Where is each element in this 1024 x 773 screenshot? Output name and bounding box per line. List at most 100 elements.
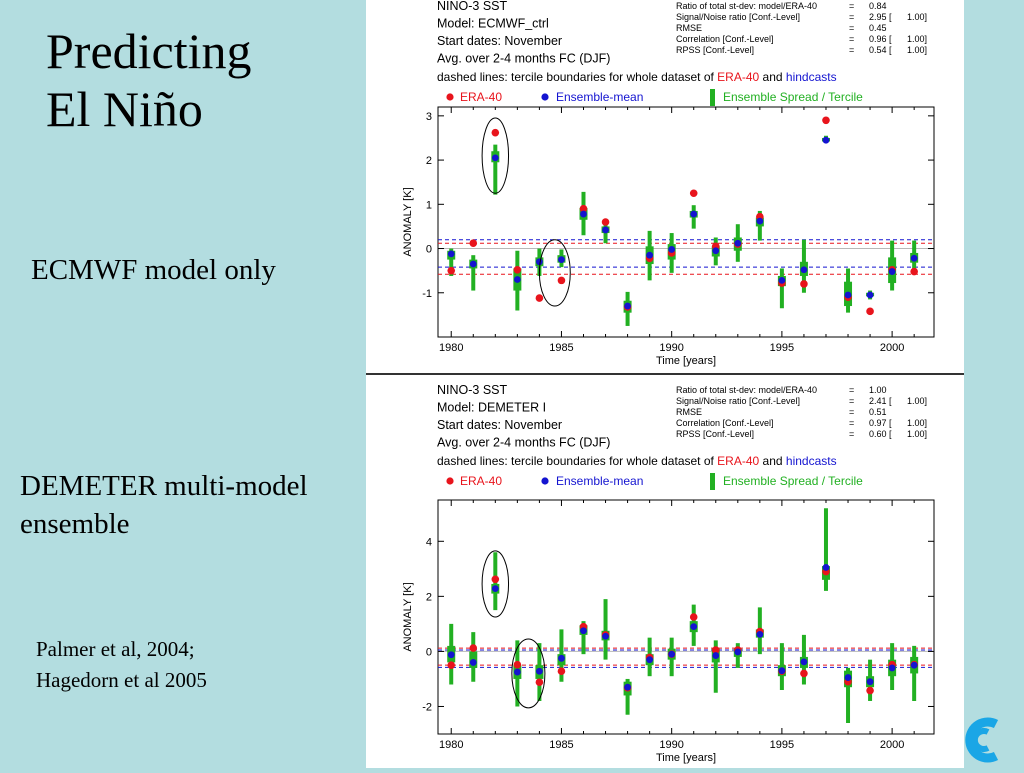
- legend-mean-marker: [541, 93, 549, 101]
- stat-value: 0.96 [: [869, 34, 892, 44]
- ensemble-mean-point: [580, 210, 587, 218]
- x-tick-label: 2000: [880, 739, 904, 751]
- legend-spread-label: Ensemble Spread / Tercile: [723, 474, 863, 488]
- dashed-lines-note: dashed lines: tercile boundaries for who…: [437, 454, 837, 468]
- era40-point: [491, 575, 500, 584]
- era40-point: [447, 266, 456, 275]
- chart-header-line: NINO-3 SST: [437, 0, 508, 13]
- ensemble-mean-point: [734, 648, 742, 656]
- ensemble-mean-point: [602, 226, 609, 234]
- era40-point: [800, 669, 808, 678]
- dashed-lines-note: dashed lines: tercile boundaries for who…: [437, 70, 837, 84]
- y-tick-label: 4: [426, 536, 432, 548]
- stat-value: 0.60 [: [869, 429, 892, 439]
- slide-title: Predicting El Niño: [46, 22, 252, 138]
- ensemble-mean-point: [778, 276, 786, 284]
- ensemble-mean-point: [491, 154, 499, 162]
- y-tick-label: -2: [422, 701, 432, 713]
- stat-label: RMSE: [676, 23, 702, 33]
- era40-point: [822, 116, 830, 125]
- ensemble-mean-point: [800, 658, 808, 666]
- era40-point: [557, 667, 566, 676]
- ensemble-mean-point: [447, 651, 455, 659]
- stat-conf-level: 1.00]: [907, 429, 927, 439]
- x-tick-label: 1980: [439, 739, 463, 751]
- stat-equals: =: [849, 429, 854, 439]
- ensemble-mean-point: [844, 291, 852, 299]
- era40-point: [711, 646, 720, 654]
- stat-label: RMSE: [676, 407, 702, 417]
- ensemble-mean-point: [690, 210, 698, 218]
- legend-era40-marker: [446, 93, 454, 101]
- stat-value: 0.51: [869, 407, 887, 417]
- ensemble-mean-point: [756, 217, 764, 225]
- ensemble-mean-point: [910, 661, 918, 669]
- stat-conf-level: 1.00]: [907, 34, 927, 44]
- chart-panel-ecmwf: NINO-3 SST Model: ECMWF_ctrl Start dates: …: [366, 0, 964, 375]
- stat-conf-level: 1.00]: [907, 45, 927, 55]
- stat-label: Correlation [Conf.-Level]: [676, 418, 774, 428]
- chart-header-line: Model: DEMETER I: [437, 401, 546, 415]
- stat-label: Correlation [Conf.-Level]: [676, 34, 774, 44]
- ensemble-mean-point: [888, 268, 896, 275]
- ecmwf-logo: [958, 712, 1000, 773]
- stat-equals: =: [849, 418, 854, 428]
- caption-demeter-line-2: ensemble: [20, 508, 130, 540]
- caption-demeter-line-1: DEMETER multi-model: [20, 470, 308, 502]
- x-axis-label: Time [years]: [656, 355, 716, 367]
- stat-conf-level: 1.00]: [907, 418, 927, 428]
- x-tick-label: 1990: [659, 342, 683, 354]
- x-tick-label: 1980: [439, 342, 463, 354]
- era40-point: [535, 294, 544, 302]
- y-tick-label: 0: [426, 244, 432, 256]
- era40-point: [579, 204, 588, 213]
- ensemble-mean-point: [668, 650, 676, 658]
- stat-label: Signal/Noise ratio [Conf.-Level]: [676, 12, 800, 22]
- era40-point: [469, 239, 478, 248]
- stat-conf-level: 1.00]: [907, 396, 927, 406]
- era40-point: [800, 280, 808, 288]
- highlight-ellipse: [481, 550, 510, 618]
- slide-title-line-2: El Niño: [46, 81, 203, 137]
- legend-spread-label: Ensemble Spread / Tercile: [723, 90, 863, 104]
- stat-equals: =: [849, 23, 854, 33]
- y-tick-label: 2: [426, 591, 432, 603]
- chart-panel-demeter: NINO-3 SST Model: DEMETER I Start dates: N…: [366, 375, 964, 768]
- era40-point: [535, 678, 544, 687]
- y-tick-label: 1: [426, 199, 432, 211]
- ensemble-mean-point: [690, 623, 698, 631]
- caption-ecmwf: ECMWF model only: [31, 254, 276, 286]
- reference-line-2: Hagedorn et al 2005: [36, 668, 207, 692]
- x-tick-label: 1990: [659, 739, 683, 751]
- ensemble-mean-point: [558, 256, 565, 263]
- legend-era40-label: ERA-40: [460, 474, 502, 488]
- y-tick-label: 0: [426, 646, 432, 658]
- plot-frame: [437, 499, 935, 735]
- era40-point: [910, 267, 918, 276]
- chart-demeter: NINO-3 SST Model: DEMETER I Start dates: N…: [402, 383, 935, 764]
- chart-header-line: Start dates: November: [437, 34, 562, 48]
- ensemble-mean-point: [646, 251, 654, 259]
- ensemble-mean-point: [602, 632, 609, 640]
- ensemble-mean-point: [844, 674, 852, 681]
- ensemble-mean-point: [778, 667, 786, 675]
- ensemble-mean-point: [580, 627, 587, 635]
- chart-ecmwf: NINO-3 SST Model: ECMWF_ctrl Start dates: …: [402, 0, 935, 367]
- era40-point: [447, 661, 456, 669]
- legend-spread-marker: [710, 473, 715, 490]
- era40-point: [469, 644, 478, 652]
- ensemble-mean-point: [624, 683, 631, 691]
- ensemble-mean-point: [712, 247, 720, 255]
- era40-point: [491, 128, 500, 137]
- ensemble-mean-point: [866, 291, 874, 299]
- y-axis-label: ANOMALY [K]: [402, 187, 414, 256]
- stat-value: 1.00: [869, 385, 887, 395]
- ensemble-mean-point: [513, 276, 521, 283]
- stat-label: RPSS [Conf.-Level]: [676, 45, 754, 55]
- slide-title-line-1: Predicting: [46, 23, 252, 79]
- stat-equals: =: [849, 1, 854, 11]
- legend-mean-marker: [541, 477, 549, 485]
- chart-header-line: Start dates: November: [437, 418, 562, 432]
- ensemble-mean-point: [469, 659, 477, 666]
- stat-label: Ratio of total st-dev: model/ERA-40: [676, 1, 817, 11]
